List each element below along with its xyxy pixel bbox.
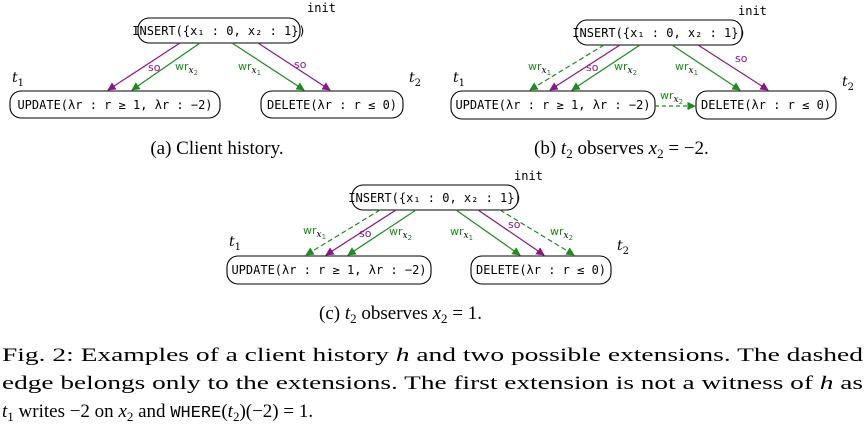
wr-x1-label: wrx1: [303, 224, 326, 241]
t1-label: t1: [12, 70, 24, 89]
t2-label: t2: [842, 74, 854, 93]
caption-line-1: Fig. 2: Examples of a client history h a…: [2, 345, 864, 366]
so-label: so: [294, 58, 307, 71]
wr-x2-label: wrx2: [175, 60, 198, 77]
wr-x2-label: wrx2: [660, 89, 683, 106]
wr-x1-label: wrx1: [238, 60, 261, 77]
wr-x2-label: wrx2: [614, 60, 637, 77]
subfigure-a: init INSERT({x₁ : 0, x₂ : 1}) UPDATE(λr …: [10, 1, 421, 159]
wr-x1-label: wrx1: [675, 60, 698, 77]
update-node-text: UPDATE(λr : r ≥ 1, λr : −2): [455, 98, 650, 112]
subfigure-c: init INSERT({x₁ : 0, x₂ : 1}) UPDATE(λr …: [227, 169, 629, 326]
caption-line-3: t1 writes −2 on x2 and WHERE(t2)(−2) = 1…: [2, 401, 313, 424]
t1-label: t1: [453, 70, 465, 89]
caption-line-2: edge belongs only to the extensions. The…: [2, 373, 863, 394]
insert-node-text: INSERT({x₁ : 0, x₂ : 1}): [572, 26, 745, 40]
wr-x1-label: wrx1: [450, 225, 473, 242]
so-label: so: [148, 61, 161, 74]
figure-caption: Fig. 2: Examples of a client history h a…: [2, 345, 864, 424]
wr-x1-label: wrx1: [528, 60, 551, 77]
t2-label: t2: [617, 238, 629, 257]
update-node-text: UPDATE(λr : r ≥ 1, λr : −2): [231, 263, 426, 277]
so-edge-init-t2: [698, 45, 768, 90]
subfigure-b: init INSERT({x₁ : 0, x₂ : 1}) UPDATE(λr …: [451, 4, 854, 161]
wr-x2-label: wrx2: [389, 225, 412, 242]
init-label: init: [307, 1, 336, 15]
insert-node-text: INSERT({x₁ : 0, x₂ : 1}): [348, 191, 521, 205]
update-node-text: UPDATE(λr : r ≥ 1, λr : −2): [17, 98, 212, 112]
insert-node-text: INSERT({x₁ : 0, x₂ : 1}): [132, 24, 305, 38]
subcaption-b: (b) t2 observes x2 = −2.: [534, 138, 709, 161]
t2-label: t2: [409, 70, 421, 89]
so-edge-init-t1: [550, 45, 620, 90]
t1-label: t1: [229, 234, 241, 253]
delete-node-text: DELETE(λr : r ≤ 0): [267, 98, 397, 112]
delete-node-text: DELETE(λr : r ≤ 0): [701, 98, 831, 112]
so-label: so: [735, 52, 748, 65]
so-edge-init-t1: [108, 43, 180, 90]
wr-x2-label: wrx2: [550, 225, 573, 242]
init-label: init: [738, 4, 767, 18]
so-label: so: [359, 227, 372, 240]
subcaption-a: (a) Client history.: [150, 138, 283, 159]
delete-node-text: DELETE(λr : r ≤ 0): [476, 263, 606, 277]
so-label: so: [508, 218, 521, 231]
so-label: so: [586, 61, 599, 74]
init-label: init: [514, 169, 543, 183]
subcaption-c: (c) t2 observes x2 = 1.: [319, 303, 482, 326]
